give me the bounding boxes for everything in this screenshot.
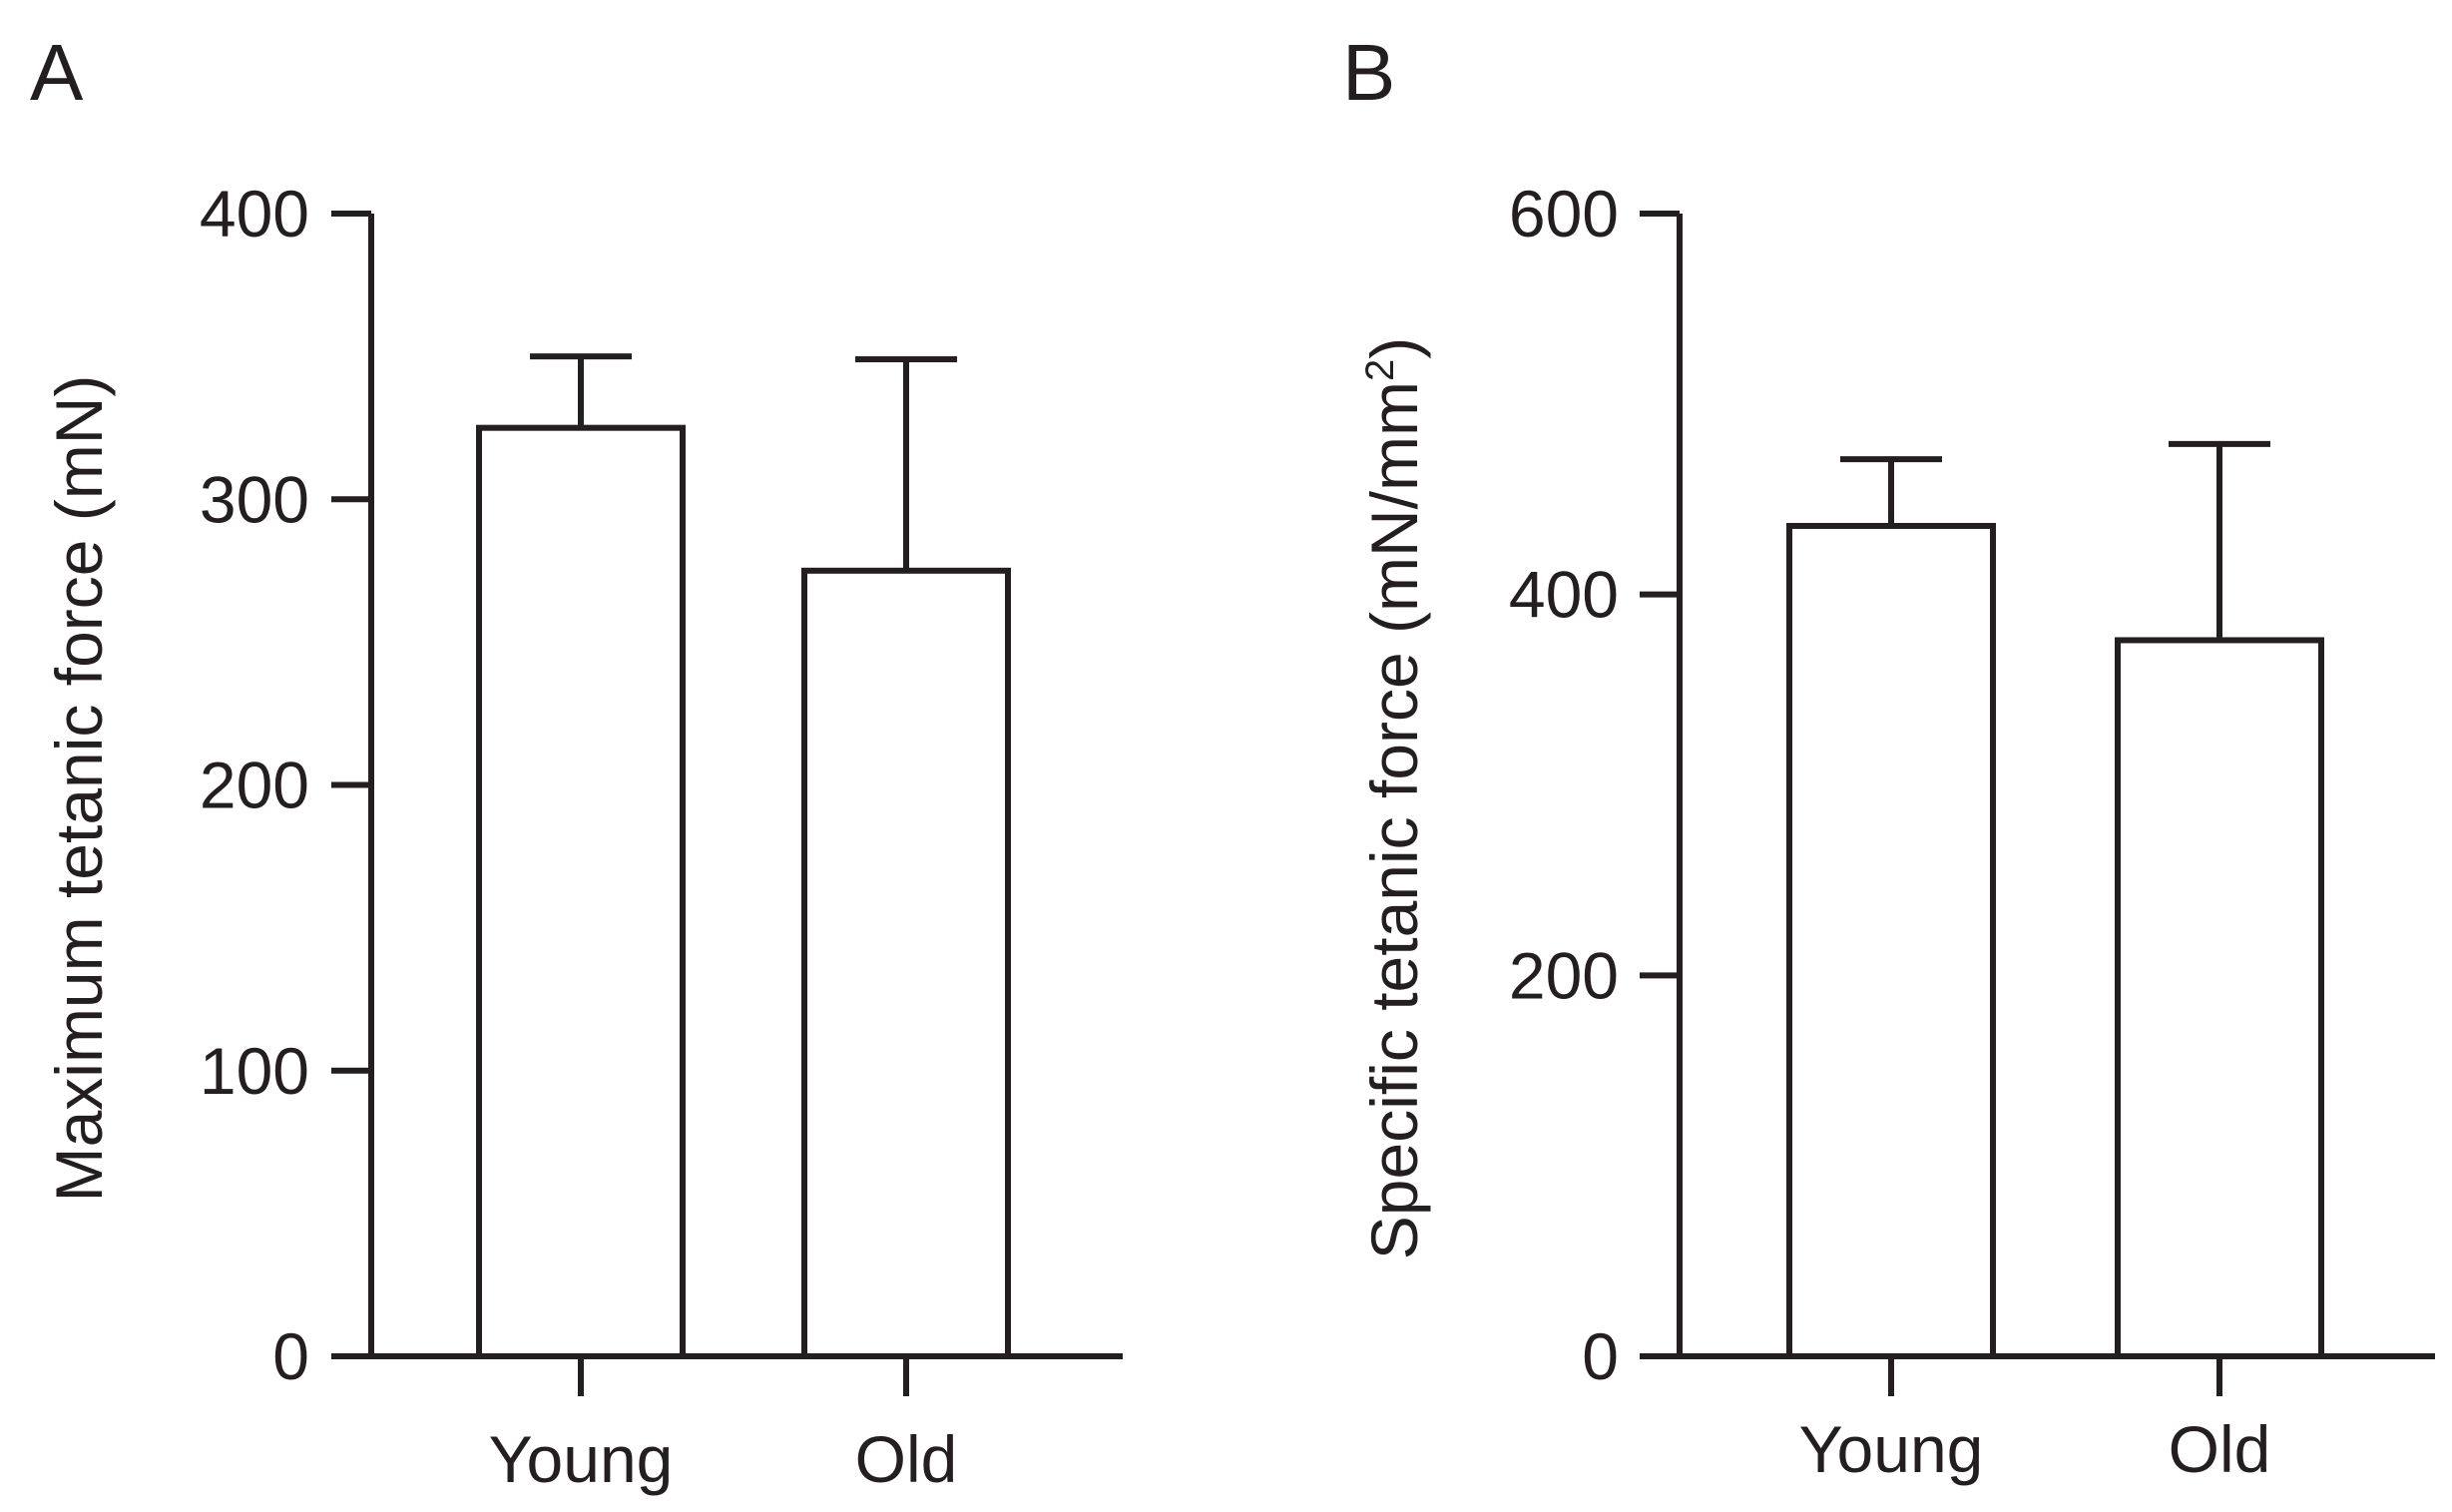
x-category-label: Young xyxy=(1799,1412,1984,1486)
y-tick-label: 400 xyxy=(1509,558,1619,632)
y-tick-label: 300 xyxy=(200,462,309,536)
y-tick-label: 100 xyxy=(200,1034,309,1108)
y-tick-label: 0 xyxy=(1582,1319,1619,1393)
panel-a: A 0 100 200 300 400 Maximum tetanic force (mN)… xyxy=(30,28,1123,1496)
bar-young xyxy=(1786,522,1996,1359)
bar-young xyxy=(476,424,686,1359)
y-axis-title: Maximum tetanic force (mN) xyxy=(42,375,116,1203)
y-tick-label: 600 xyxy=(1509,177,1619,251)
x-category-label: Young xyxy=(489,1422,674,1496)
y-axis-title: Specific tetanic force (mN/mm2) xyxy=(1357,337,1431,1260)
panel-b: B 0 200 400 600 Specific tetanic force (mN/mm… xyxy=(1342,28,2435,1486)
panel-letter: B xyxy=(1342,28,1395,117)
bar-old xyxy=(801,567,1011,1359)
x-category-label: Old xyxy=(855,1422,958,1496)
x-category-label: Old xyxy=(2169,1412,2271,1486)
panel-letter: A xyxy=(30,28,84,117)
y-tick-label: 0 xyxy=(272,1319,309,1393)
y-tick-label: 400 xyxy=(200,177,309,251)
y-tick-label: 200 xyxy=(1509,938,1619,1012)
bar-old xyxy=(2115,637,2324,1359)
y-tick-label: 200 xyxy=(200,749,309,822)
